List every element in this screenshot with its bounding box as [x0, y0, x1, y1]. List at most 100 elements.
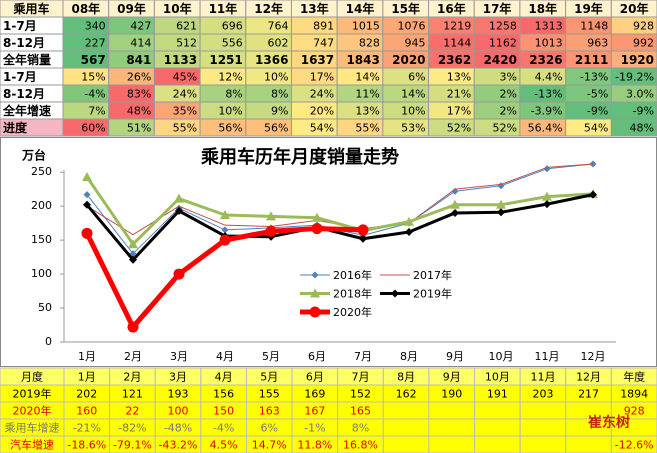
marker	[175, 206, 183, 215]
cell-text: 602	[267, 37, 288, 50]
marker	[82, 171, 92, 181]
x-tick-label: 10月	[489, 350, 514, 363]
header-text: 7月	[352, 371, 370, 384]
cell-text: 1076	[398, 20, 426, 33]
cell-text: 156	[213, 388, 234, 401]
cell-text: 35%	[173, 105, 197, 118]
cell-text: 4.5%	[210, 439, 238, 452]
cell-text: 121	[122, 388, 143, 401]
header-text: 16年	[437, 1, 466, 16]
cell-text: -9%	[587, 105, 608, 118]
y-tick-label: 200	[31, 199, 52, 212]
marker	[450, 199, 460, 209]
marker	[174, 193, 184, 203]
cell-text: 764	[267, 20, 288, 33]
legend-marker	[309, 306, 321, 318]
cell-text: 56.4%	[528, 122, 563, 135]
row-label: 8-12月	[3, 87, 45, 101]
cell-text: 10%	[401, 105, 425, 118]
marker	[265, 225, 277, 237]
cell-text: 55%	[355, 122, 379, 135]
y-tick-label: 250	[31, 165, 52, 178]
cell-text: -18.6%	[67, 439, 106, 452]
marker	[128, 239, 138, 249]
cell-text: 2362	[438, 53, 471, 67]
header-text: 10月	[485, 371, 510, 384]
row-label: 1-7月	[3, 19, 37, 33]
cell-text: 747	[313, 37, 334, 50]
cell-text: 945	[405, 37, 426, 50]
marker	[221, 226, 229, 234]
cell-text: -12.6%	[615, 439, 654, 452]
cell-text: -43.2%	[159, 439, 198, 452]
chart-title: 乘用车历年月度销量走势	[200, 146, 399, 168]
cell-text: 1920	[621, 53, 654, 67]
marker	[311, 223, 323, 235]
cell-text: 7%	[88, 105, 105, 118]
header-text: 6月	[306, 371, 324, 384]
marker	[220, 209, 230, 219]
marker	[404, 216, 414, 226]
cell-text: 11.8%	[297, 439, 332, 452]
cell-text: 696	[222, 20, 243, 33]
legend-label: 2019年	[413, 287, 452, 301]
legend-label: 2016年	[333, 268, 372, 282]
marker	[497, 208, 505, 217]
header-text: 2月	[123, 371, 141, 384]
header-text: 10年	[163, 1, 192, 16]
cell-text: 1366	[255, 53, 288, 67]
cell-text: 54%	[584, 122, 608, 135]
cell-text: 155	[259, 388, 280, 401]
cell-text: 14%	[401, 88, 425, 101]
cell-text: 193	[168, 388, 189, 401]
cell-text: 14.7%	[252, 439, 287, 452]
watermark: 崔东树	[588, 414, 630, 431]
cell-text: 169	[304, 388, 325, 401]
cell-text: 8%	[352, 422, 369, 435]
cell-text: 2%	[499, 88, 516, 101]
cell	[428, 401, 476, 420]
x-tick-label: 8月	[400, 350, 418, 363]
marker	[543, 200, 551, 209]
x-tick-label: 11月	[535, 350, 560, 363]
header-text: 15年	[391, 1, 420, 16]
cell-text: 1144	[443, 37, 471, 50]
cell-text: -4%	[213, 422, 234, 435]
x-tick-label: 3月	[170, 350, 188, 363]
cell-text: 963	[587, 37, 608, 50]
row-label: 2020年	[13, 404, 52, 418]
cell-text: -48%	[164, 422, 192, 435]
row-label: 8-12月	[3, 36, 45, 50]
cell-text: 621	[176, 20, 197, 33]
cell-text: 217	[578, 388, 599, 401]
header-text: 08年	[71, 1, 100, 16]
cell	[382, 435, 430, 453]
cell-text: 13%	[447, 71, 471, 84]
cell-text: 1251	[209, 53, 242, 67]
header-text: 17年	[483, 1, 512, 16]
cell-text: -4%	[84, 88, 105, 101]
cell-text: 340	[85, 20, 106, 33]
header-text: 9月	[443, 371, 461, 384]
cell-text: -3.9%	[531, 105, 563, 118]
marker	[405, 227, 413, 236]
series-line	[85, 176, 594, 246]
cell-text: 163	[259, 405, 280, 418]
cell-text: -13%	[534, 88, 562, 101]
header-text: 18年	[528, 1, 557, 16]
cell-text: -9%	[633, 105, 654, 118]
cell-text: 150	[213, 405, 234, 418]
cell-text: 12%	[218, 71, 242, 84]
cell-text: 17%	[310, 71, 334, 84]
cell	[474, 435, 521, 453]
row-label: 1-7月	[3, 70, 37, 84]
marker	[266, 211, 276, 221]
x-tick-label: 7月	[354, 350, 372, 363]
cell-text: 414	[130, 37, 151, 50]
cell-text: 6%	[261, 422, 278, 435]
cell-text: 6%	[408, 71, 425, 84]
legend-marker	[311, 271, 319, 279]
chart-frame	[0, 137, 657, 367]
cell-text: 190	[441, 388, 462, 401]
